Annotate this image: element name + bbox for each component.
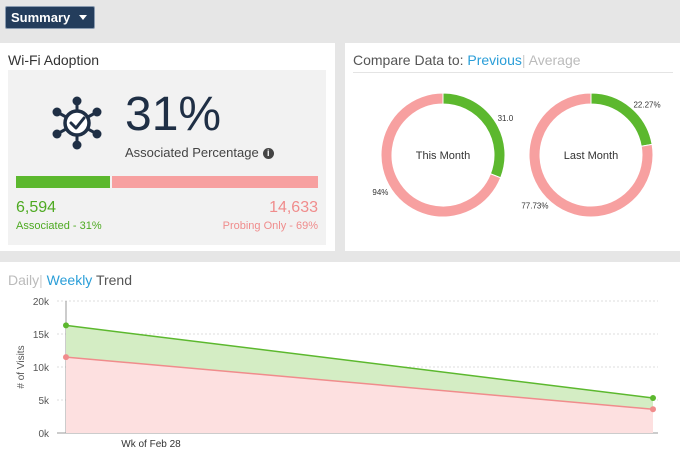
area-associated bbox=[66, 325, 653, 410]
info-icon[interactable]: i bbox=[262, 148, 274, 159]
area-probing bbox=[66, 357, 653, 433]
associated-count: 6,594 bbox=[16, 199, 57, 216]
y-tick-label: 15k bbox=[33, 330, 50, 341]
donut-slice-label: 94% bbox=[372, 188, 388, 197]
trend-weekly-link[interactable]: Weekly bbox=[46, 272, 93, 288]
data-point bbox=[650, 395, 656, 402]
chevron-down-icon bbox=[79, 15, 87, 20]
donut-slice-label: 77.73% bbox=[521, 201, 548, 210]
probing-label: Probing Only - 69% bbox=[222, 220, 318, 232]
compare-previous-link[interactable]: Previous bbox=[467, 52, 522, 68]
trend-header: Daily| Weekly Trend bbox=[8, 272, 132, 288]
y-tick-label: 5k bbox=[38, 396, 50, 407]
adoption-percentage: 31% bbox=[125, 88, 222, 141]
y-axis-label: # of Visits bbox=[16, 345, 27, 388]
y-tick-label: 20k bbox=[33, 297, 50, 308]
series-line-probing bbox=[65, 356, 654, 410]
top-toolbar: Summary bbox=[0, 0, 680, 40]
donut-slice bbox=[528, 92, 654, 218]
wifi-adoption-panel: 31% Associated Percentage i 6,594 Associa… bbox=[8, 70, 326, 245]
wifi-adoption-title: Wi-Fi Adoption bbox=[8, 52, 100, 68]
compare-header: Compare Data to: Previous| Average bbox=[353, 52, 581, 68]
summary-dropdown[interactable]: Summary bbox=[5, 6, 95, 29]
trend-card: Daily| Weekly Trend 0k 5k 10k 15k 20k Wk of F… bbox=[0, 262, 680, 472]
x-tick-label: Wk of Feb 28 bbox=[121, 439, 181, 450]
compare-prefix: Compare Data to: bbox=[353, 52, 464, 68]
trend-suffix: Trend bbox=[95, 272, 133, 288]
donut-slice bbox=[442, 92, 506, 179]
data-point bbox=[63, 322, 69, 329]
associated-bar bbox=[16, 176, 110, 188]
associated-percentage-text: Associated Percentage bbox=[125, 145, 259, 160]
compare-separator: | bbox=[521, 52, 526, 68]
donut-charts: 31.0 94% This Month 22.27% 77.73% Last Month bbox=[372, 92, 661, 218]
donut-slice-label: 31.0 bbox=[498, 114, 514, 123]
data-point bbox=[650, 406, 656, 413]
summary-label: Summary bbox=[11, 10, 71, 25]
donut-title: This Month bbox=[416, 150, 470, 162]
y-tick-label: 0k bbox=[38, 429, 50, 440]
probing-count: 14,633 bbox=[269, 199, 318, 216]
donut-title: Last Month bbox=[564, 150, 618, 162]
series-line-associated bbox=[65, 324, 654, 399]
associated-label: Associated - 31% bbox=[16, 220, 102, 232]
trend-daily-link[interactable]: Daily bbox=[8, 272, 40, 288]
compare-card: Compare Data to: Previous| Average 31.0 9… bbox=[345, 43, 680, 251]
compare-average-link[interactable]: Average bbox=[528, 52, 581, 68]
compare-divider bbox=[353, 72, 673, 73]
trend-separator: | bbox=[39, 272, 43, 288]
y-tick-label: 10k bbox=[33, 363, 50, 374]
weekly-trend-chart: 0k 5k 10k 15k 20k Wk of Feb 28 # of Visits bbox=[16, 297, 658, 450]
probing-bar bbox=[112, 176, 318, 188]
donut-slice bbox=[380, 92, 502, 218]
data-point bbox=[63, 354, 69, 361]
donut-slice-label: 22.27% bbox=[633, 101, 660, 110]
network-hub-icon bbox=[52, 96, 102, 150]
wifi-adoption-card: Wi-Fi Adoption 31% Associated bbox=[0, 43, 335, 251]
associated-percentage-label: Associated Percentage i bbox=[125, 145, 274, 160]
